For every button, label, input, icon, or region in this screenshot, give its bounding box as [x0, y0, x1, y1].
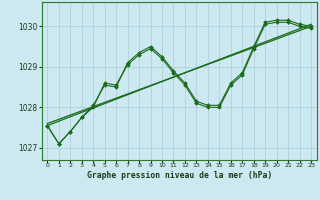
X-axis label: Graphe pression niveau de la mer (hPa): Graphe pression niveau de la mer (hPa) — [87, 171, 272, 180]
